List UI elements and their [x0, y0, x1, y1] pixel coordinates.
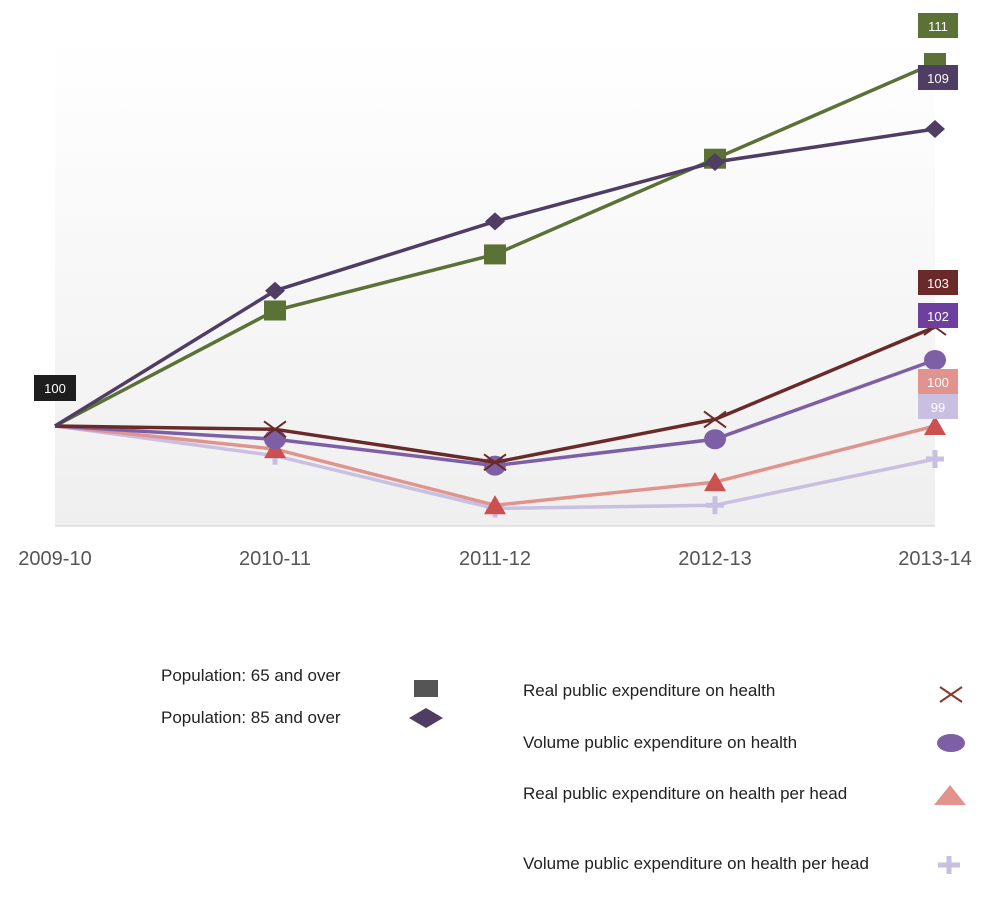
end-data-label: 99	[918, 394, 958, 419]
svg-text:111: 111	[928, 19, 948, 34]
end-data-label: 111	[918, 13, 958, 38]
end-data-label: 102	[918, 303, 958, 328]
data-point-marker	[924, 350, 946, 370]
data-point-marker	[925, 120, 945, 138]
data-point-marker	[485, 212, 505, 231]
data-point-marker	[703, 410, 727, 429]
diamond-marker-icon	[409, 708, 443, 728]
legend-label-real-exp: Real public expenditure on health	[523, 681, 776, 700]
legend-label-real-exp-per-head: Real public expenditure on health per he…	[523, 784, 848, 803]
data-point-marker	[704, 429, 726, 450]
legend-label-pop85: Population: 85 and over	[161, 708, 341, 727]
data-point-marker	[484, 495, 506, 515]
data-point-marker	[264, 300, 286, 321]
data-point-marker	[705, 153, 725, 171]
end-data-label: 109	[918, 65, 958, 90]
legend-label-pop65: Population: 65 and over	[161, 666, 341, 685]
svg-text:100: 100	[927, 375, 949, 390]
circle-marker-icon	[937, 734, 965, 752]
x-tick-label: 2010-11	[239, 548, 311, 570]
x-tick-label: 2013-14	[898, 548, 971, 570]
plus-marker-icon	[938, 856, 960, 874]
data-point-marker	[484, 244, 506, 265]
data-point-marker	[706, 496, 724, 515]
end-data-label: 100	[918, 369, 958, 394]
data-point-marker	[265, 281, 285, 300]
plot-background	[55, 38, 935, 526]
svg-text:103: 103	[927, 276, 949, 291]
svg-text:102: 102	[927, 309, 949, 324]
x-tick-label: 2009-10	[18, 548, 91, 570]
data-point-marker	[263, 420, 287, 439]
svg-text:100: 100	[44, 381, 66, 396]
data-point-marker	[926, 450, 944, 468]
data-point-marker	[484, 455, 506, 476]
svg-text:109: 109	[927, 71, 949, 86]
square-marker-icon	[414, 680, 438, 697]
triangle-marker-icon	[934, 785, 966, 805]
series-1	[54, 120, 945, 428]
data-point-marker	[483, 453, 507, 472]
legend-label-volume-exp-per-head: Volume public expenditure on health per …	[523, 854, 869, 873]
x-marker-icon	[939, 686, 963, 703]
svg-text:99: 99	[931, 400, 945, 415]
x-tick-labels: 2009-10 2010-11 2011-12 2012-13 2013-14	[18, 548, 971, 570]
end-data-label: 103	[918, 270, 958, 295]
data-point-marker	[924, 416, 946, 435]
start-data-label: 100	[34, 375, 76, 401]
data-labels: 100 111 109 103 102 100 99	[34, 13, 958, 419]
x-tick-label: 2012-13	[678, 548, 751, 570]
x-tick-label: 2011-12	[459, 548, 531, 570]
data-point-marker	[704, 472, 726, 492]
legend-label-volume-exp: Volume public expenditure on health	[523, 733, 798, 752]
